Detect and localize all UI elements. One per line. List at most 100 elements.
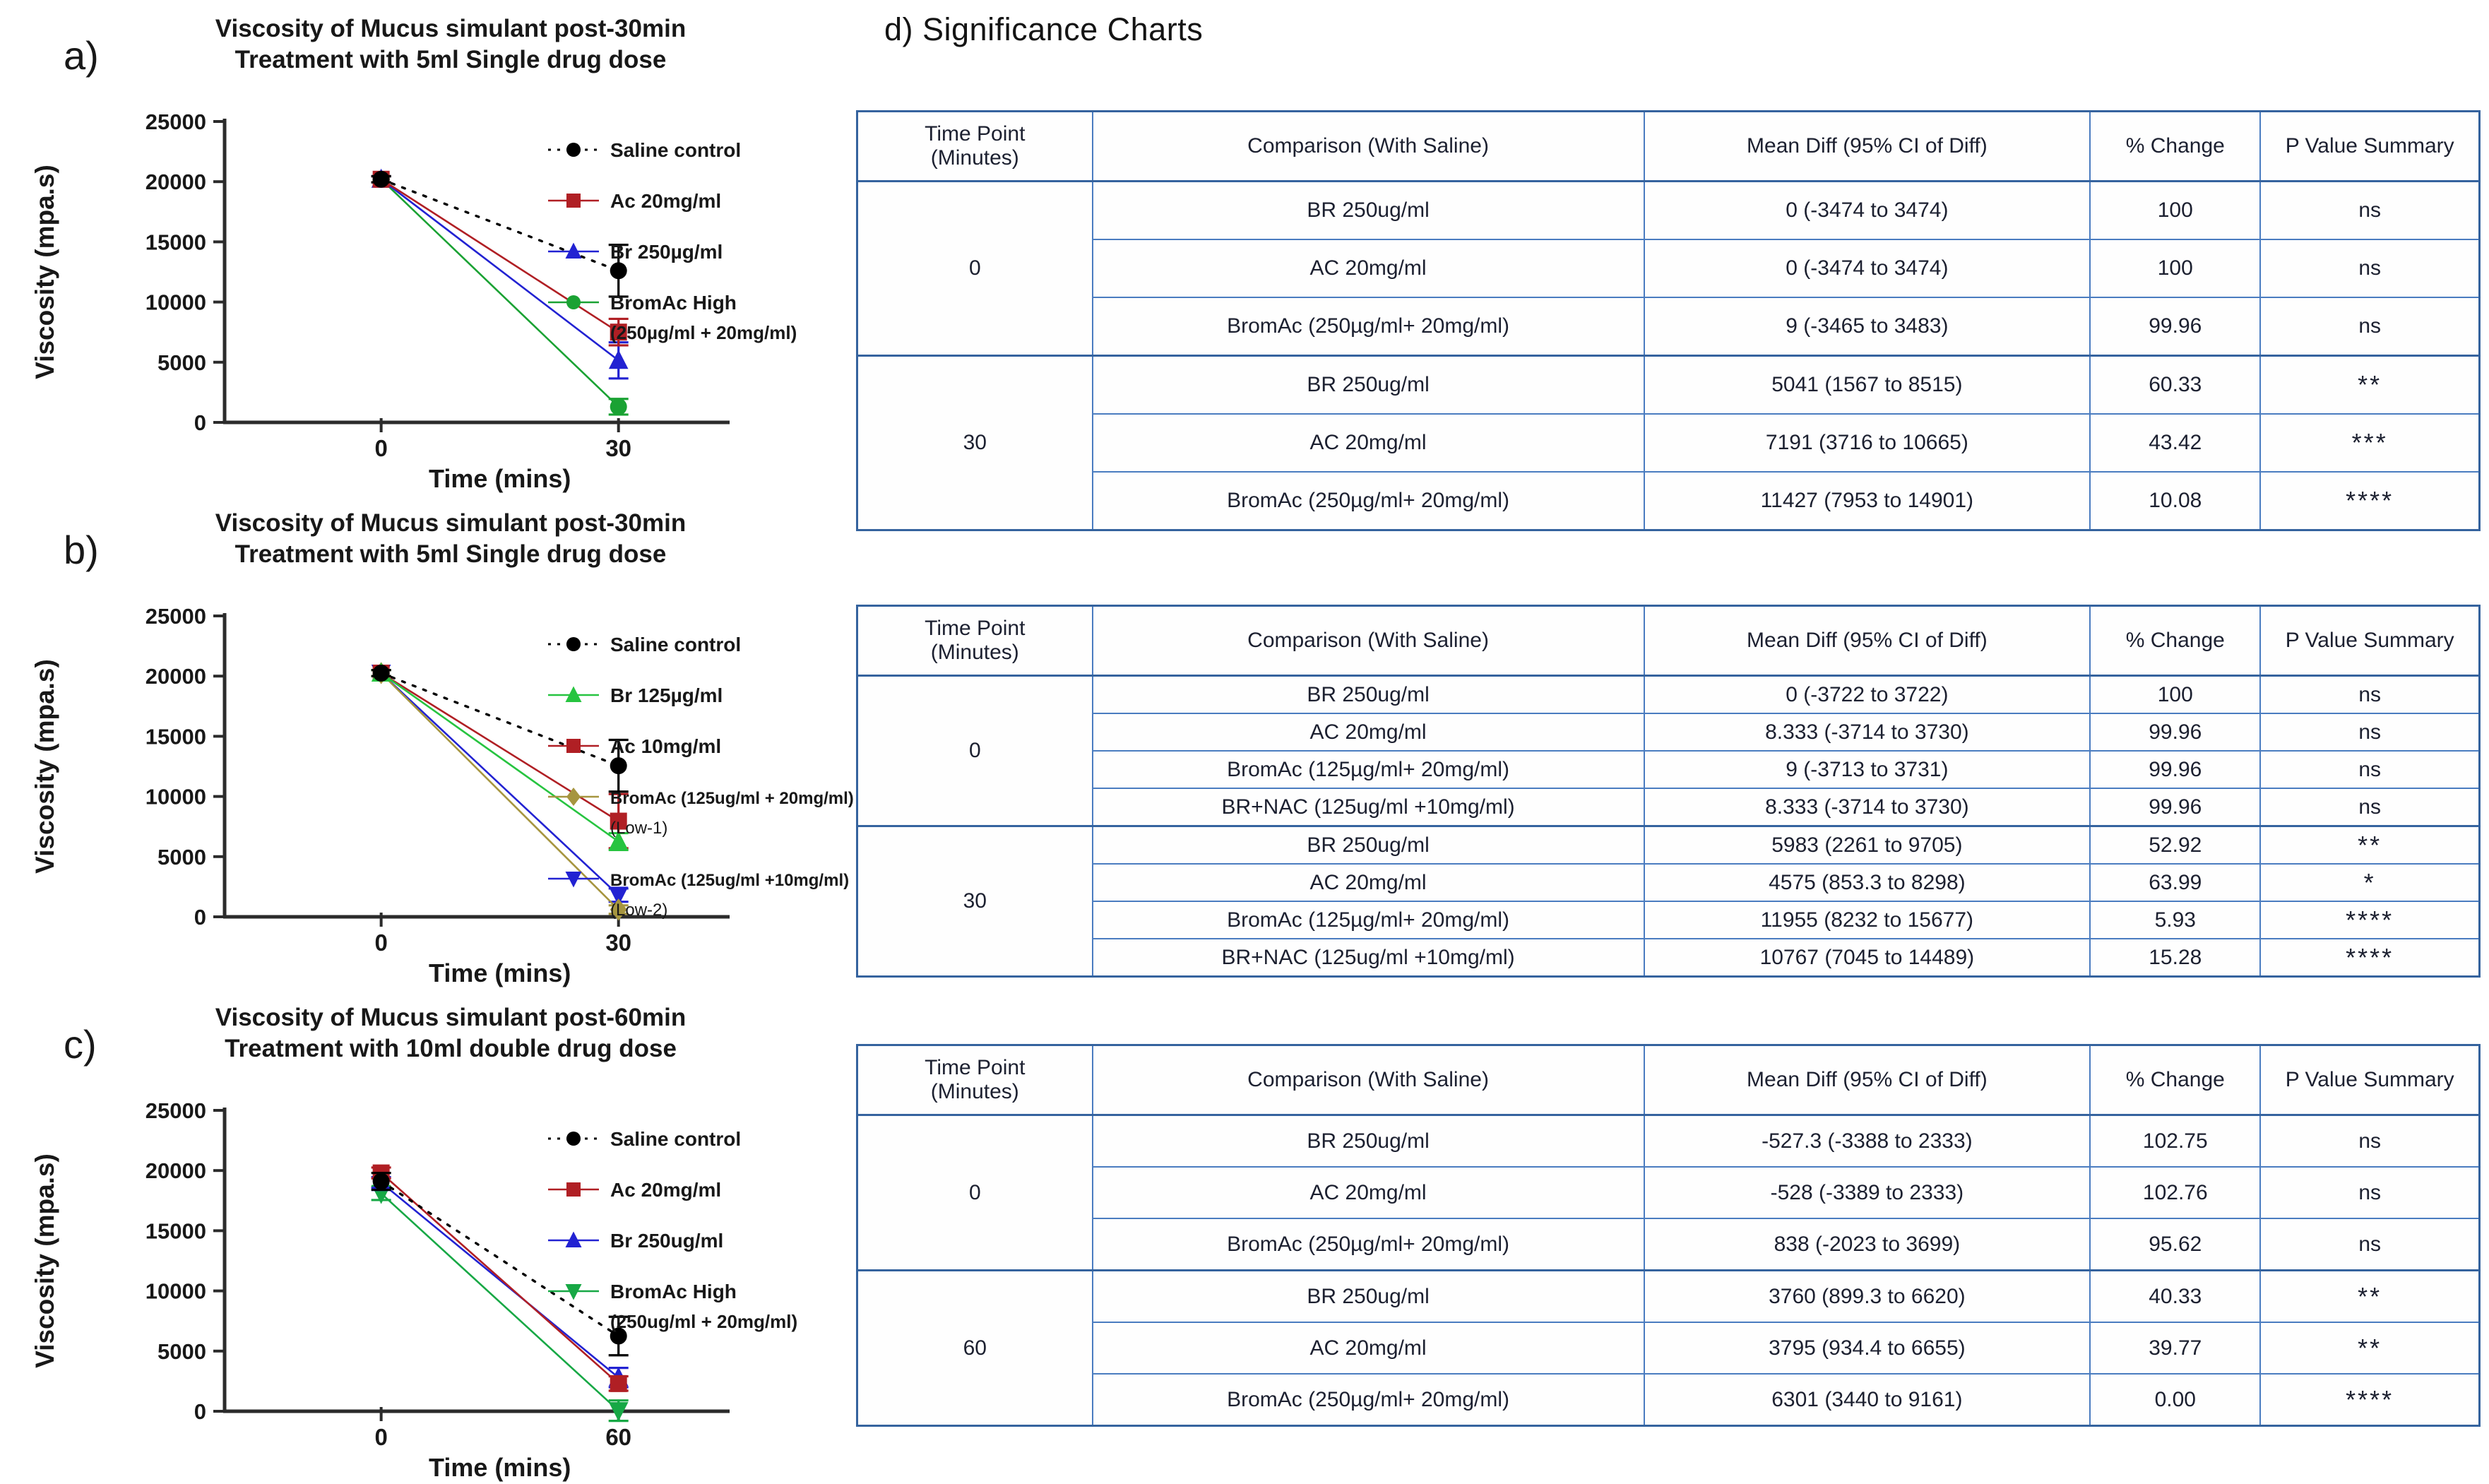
svg-text:(250ug/ml + 20mg/ml): (250ug/ml + 20mg/ml): [610, 1311, 797, 1332]
svg-text:5000: 5000: [158, 1339, 206, 1364]
comparison-cell: AC 20mg/ml: [1091, 413, 1645, 473]
p-value-cell: *: [2259, 863, 2481, 902]
table-row: 30 BR 250ug/ml 5041 (1567 to 8515) 60.33 **: [856, 355, 2481, 531]
pct-change-cell: 100: [2089, 239, 2262, 298]
mean-diff-cell: 11427 (7953 to 14901): [1643, 471, 2091, 531]
mean-diff-cell: 5983 (2261 to 9705): [1643, 825, 2091, 865]
viscosity-chart-b: b) Viscosity of Mucus simulant post-30min…: [30, 509, 854, 987]
pct-change-cell: 39.77: [2089, 1322, 2262, 1375]
p-value-cell: ns: [2259, 713, 2481, 752]
table-row: AC 20mg/ml 8.333 (-3714 to 3730) 99.96 ns: [857, 713, 2481, 752]
time-point-cell: 0: [856, 1114, 1093, 1271]
series-ac-20mg-ml: [371, 1164, 629, 1392]
mean-diff-cell: 3795 (934.4 to 6655): [1643, 1322, 2091, 1375]
mean-diff-cell: 4575 (853.3 to 8298): [1643, 863, 2091, 902]
table-row: 60 BR 250ug/ml 3760 (899.3 to 6620) 40.33 **: [856, 1269, 2481, 1427]
legend-item: Br 250ug/ml: [548, 1230, 723, 1252]
legend-item: Br 125µg/ml: [548, 684, 723, 706]
p-value-cell: **: [2259, 1269, 2481, 1323]
series-bromac-high-250-g-ml-20mg-ml-: [371, 170, 629, 416]
time-point-cell: 60: [856, 1269, 1093, 1427]
column-header: % Change: [2089, 1044, 2262, 1116]
svg-text:Saline control: Saline control: [610, 1128, 741, 1150]
series-br-250ug-ml: [371, 1172, 629, 1389]
mean-diff-cell: 9 (-3465 to 3483): [1643, 297, 2091, 357]
time-point-cell: 30: [856, 825, 1093, 978]
column-header: Comparison (With Saline): [1091, 1044, 1645, 1116]
comparison-cell: BR 250ug/ml: [1091, 355, 1645, 415]
svg-text:60: 60: [605, 1424, 631, 1450]
p-value-cell: ****: [2259, 1373, 2481, 1427]
mean-diff-cell: 0 (-3722 to 3722): [1643, 675, 2091, 714]
legend-item: BromAc (125ug/ml + 20mg/ml) (Low-1): [548, 788, 854, 838]
column-header: % Change: [2089, 605, 2262, 677]
svg-text:Viscosity of Mucus simulant po: Viscosity of Mucus simulant post-30min: [215, 509, 686, 537]
p-value-cell: ****: [2259, 901, 2481, 939]
column-header: Comparison (With Saline): [1091, 110, 1645, 182]
table-row: BromAc (125µg/ml+ 20mg/ml) 9 (-3713 to 37…: [857, 750, 2481, 789]
table-row: BR+NAC (125ug/ml +10mg/ml) 8.333 (-3714 t…: [857, 788, 2481, 827]
pct-change-cell: 60.33: [2089, 355, 2262, 415]
legend-item: BromAc (125ug/ml +10mg/ml) (Low-2): [548, 871, 849, 920]
svg-text:Time (mins): Time (mins): [429, 464, 571, 493]
legend-item: Ac 20mg/ml: [548, 190, 721, 212]
p-value-cell: ****: [2259, 938, 2481, 978]
comparison-cell: BR 250ug/ml: [1091, 180, 1645, 240]
pct-change-cell: 99.96: [2089, 297, 2262, 357]
table-row: BR+NAC (125ug/ml +10mg/ml) 10767 (7045 to…: [857, 938, 2481, 978]
table-row: AC 20mg/ml 3795 (934.4 to 6655) 39.77 **: [857, 1322, 2481, 1375]
comparison-cell: BromAc (125µg/ml+ 20mg/ml): [1091, 901, 1645, 939]
time-point-cell: 0: [856, 180, 1093, 357]
table-row: 0 BR 250ug/ml 0 (-3474 to 3474) 100 ns: [856, 180, 2481, 357]
svg-text:10000: 10000: [145, 1279, 206, 1304]
svg-text:10000: 10000: [145, 290, 206, 315]
column-header: P Value Summary: [2259, 1044, 2481, 1116]
mean-diff-cell: 3760 (899.3 to 6620): [1643, 1269, 2091, 1323]
svg-text:Viscosity (mpa.s): Viscosity (mpa.s): [30, 1153, 59, 1368]
mean-diff-cell: 5041 (1567 to 8515): [1643, 355, 2091, 415]
mean-diff-cell: 838 (-2023 to 3699): [1643, 1218, 2091, 1271]
chart-panel-c: c) Viscosity of Mucus simulant post-60min…: [13, 989, 839, 1483]
comparison-cell: BR 250ug/ml: [1091, 1269, 1645, 1323]
table-row: BromAc (250µg/ml+ 20mg/ml) 9 (-3465 to 34…: [857, 297, 2481, 357]
column-header: Mean Diff (95% CI of Diff): [1643, 1044, 2091, 1116]
pct-change-cell: 5.93: [2089, 901, 2262, 939]
pct-change-cell: 99.96: [2089, 788, 2262, 827]
pct-change-cell: 52.92: [2089, 825, 2262, 865]
legend-item: BromAc High (250ug/ml + 20mg/ml): [548, 1281, 797, 1332]
pct-change-cell: 95.62: [2089, 1218, 2262, 1271]
pct-change-cell: 102.75: [2089, 1114, 2262, 1168]
svg-text:(250µg/ml + 20mg/ml): (250µg/ml + 20mg/ml): [610, 322, 797, 343]
mean-diff-cell: 9 (-3713 to 3731): [1643, 750, 2091, 789]
svg-text:20000: 20000: [145, 664, 206, 689]
p-value-cell: ns: [2259, 239, 2481, 298]
time-point-cell: 0: [856, 675, 1093, 827]
column-header: % Change: [2089, 110, 2262, 182]
comparison-cell: BromAc (250µg/ml+ 20mg/ml): [1091, 297, 1645, 357]
table-row: BromAc (250µg/ml+ 20mg/ml) 6301 (3440 to …: [857, 1373, 2481, 1427]
mean-diff-cell: 7191 (3716 to 10665): [1643, 413, 2091, 473]
pct-change-cell: 40.33: [2089, 1269, 2262, 1323]
comparison-cell: AC 20mg/ml: [1091, 713, 1645, 752]
charts-column: a) Viscosity of Mucus simulant post-30min…: [13, 0, 854, 1483]
table-row: AC 20mg/ml 7191 (3716 to 10665) 43.42 ***: [857, 413, 2481, 473]
table-row: 30 BR 250ug/ml 5983 (2261 to 9705) 52.92 **: [856, 825, 2481, 978]
p-value-cell: ns: [2259, 180, 2481, 240]
legend-item: BromAc High (250µg/ml + 20mg/ml): [548, 292, 797, 343]
p-value-cell: ns: [2259, 750, 2481, 789]
legend-item: Saline control: [548, 139, 741, 161]
mean-diff-cell: 8.333 (-3714 to 3730): [1643, 788, 2091, 827]
svg-text:0: 0: [374, 930, 387, 956]
svg-text:a): a): [64, 33, 99, 78]
svg-text:5000: 5000: [158, 845, 206, 869]
significance-table-60min-double: Time Point (Minutes) Comparison (With Sali…: [856, 1044, 2481, 1427]
viscosity-chart-c: c) Viscosity of Mucus simulant post-60min…: [30, 1004, 797, 1482]
table-row: AC 20mg/ml 0 (-3474 to 3474) 100 ns: [857, 239, 2481, 298]
legend-item: Ac 10mg/ml: [548, 735, 721, 757]
p-value-cell: ns: [2259, 1166, 2481, 1219]
p-value-cell: ****: [2259, 471, 2481, 531]
series-saline-control: [371, 664, 629, 793]
p-value-cell: **: [2259, 825, 2481, 865]
comparison-cell: AC 20mg/ml: [1091, 1322, 1645, 1375]
svg-text:Treatment with 5ml Single drug: Treatment with 5ml Single drug dose: [235, 46, 667, 73]
